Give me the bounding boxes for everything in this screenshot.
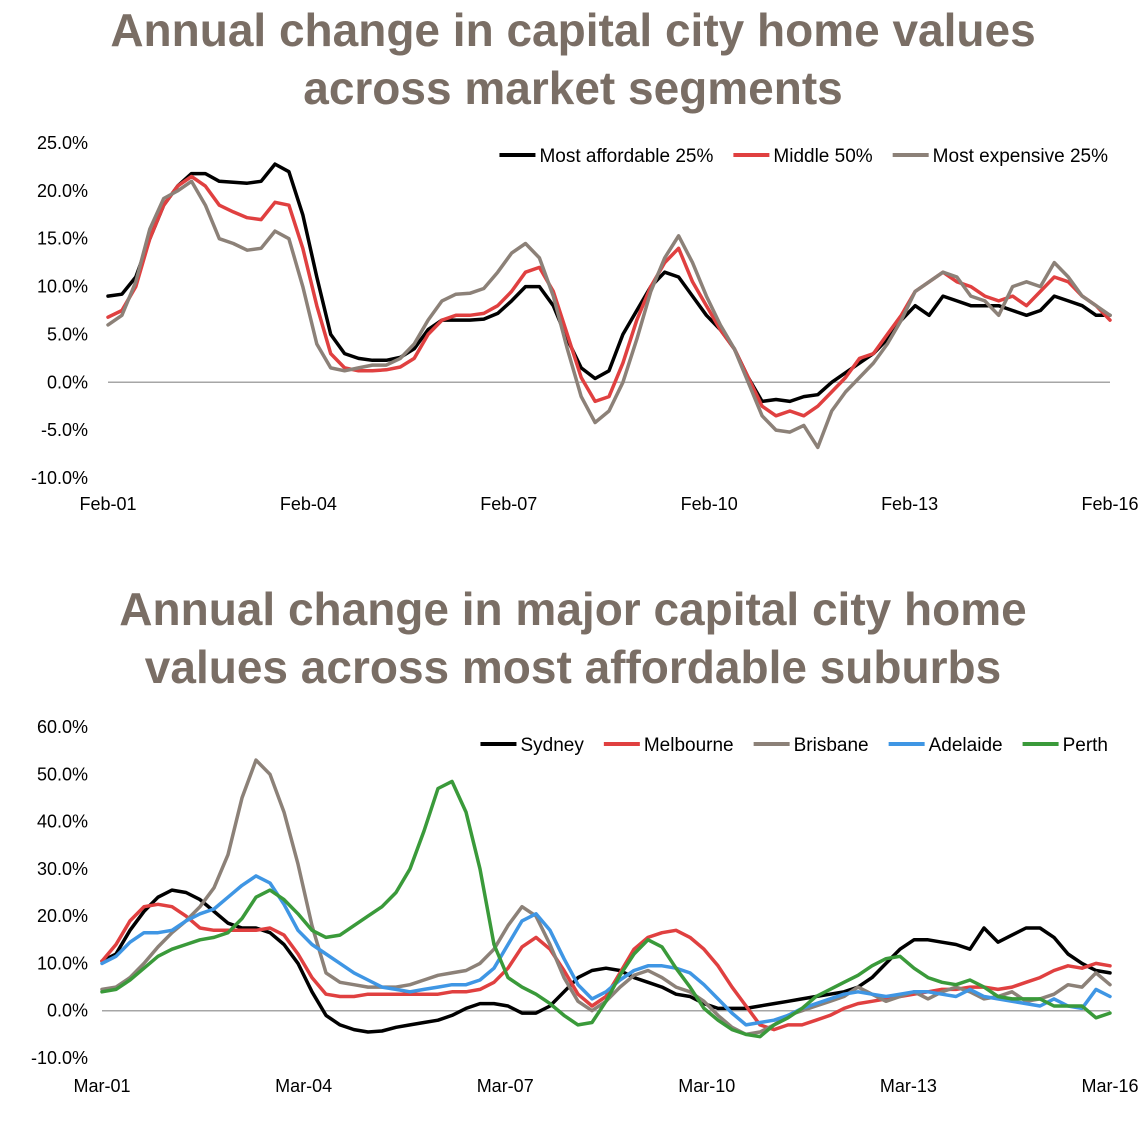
- y-tick-label: 50.0%: [37, 764, 88, 784]
- y-tick-label: -10.0%: [31, 1048, 88, 1068]
- legend-label-middle-50: Middle 50%: [773, 146, 872, 167]
- series-line-most-expensive-25: [106, 179, 1112, 450]
- series-line-most-affordable-25: [106, 162, 1112, 404]
- legend-label-adelaide: Adelaide: [929, 735, 1003, 756]
- legend-label-brisbane: Brisbane: [794, 735, 869, 756]
- y-tick-label: 20.0%: [37, 906, 88, 926]
- y-tick-label: -10.0%: [31, 468, 88, 488]
- legend: Most affordable 25% Middle 50% Most expens…: [499, 146, 1108, 167]
- y-tick-label: 30.0%: [37, 859, 88, 879]
- chart-title-market-segments: Annual change in capital city home value…: [0, 1, 1146, 117]
- series-line-middle-50: [106, 174, 1112, 418]
- y-tick-label: 0.0%: [47, 372, 88, 392]
- x-tick-label: Feb-16: [1081, 494, 1138, 514]
- x-tick-label: Feb-04: [280, 494, 337, 514]
- x-tick-label: Mar-10: [678, 1076, 735, 1096]
- y-tick-label: 5.0%: [47, 324, 88, 344]
- legend-label-most-expensive-25: Most expensive 25%: [933, 146, 1108, 167]
- chart-market-segments: 25.0% 20.0% 15.0% 10.0% 5.0% 0.0% -5.0% -10.0% F…: [0, 125, 1146, 525]
- x-tick-label: Mar-07: [477, 1076, 534, 1096]
- x-tick-label: Mar-16: [1081, 1076, 1138, 1096]
- chart-title-line-1: Annual change in capital city home value…: [110, 4, 1036, 56]
- chart-title-line-2: across market segments: [303, 62, 843, 114]
- x-tick-label: Mar-01: [73, 1076, 130, 1096]
- chart-svg-affordable-suburbs: 60.0% 50.0% 40.0% 30.0% 20.0% 10.0% 0.0% -10.0%…: [31, 717, 1139, 1096]
- y-tick-label: 10.0%: [37, 953, 88, 973]
- x-tick-label: Mar-13: [880, 1076, 937, 1096]
- y-tick-label: 60.0%: [37, 717, 88, 737]
- chart-svg-market-segments: 25.0% 20.0% 15.0% 10.0% 5.0% 0.0% -5.0% -10.0% F…: [31, 133, 1139, 514]
- chart-title-line-1: Annual change in major capital city home: [119, 583, 1027, 635]
- y-tick-label: 15.0%: [37, 229, 88, 249]
- x-tick-label: Feb-01: [79, 494, 136, 514]
- chart-title-line-2: values across most affordable suburbs: [144, 641, 1002, 693]
- y-tick-label: 25.0%: [37, 133, 88, 153]
- y-tick-label: 40.0%: [37, 812, 88, 832]
- series-line-perth: [100, 779, 1112, 1039]
- legend-label-most-affordable-25: Most affordable 25%: [539, 146, 713, 167]
- x-tick-label: Feb-07: [480, 494, 537, 514]
- y-tick-label: 0.0%: [47, 1001, 88, 1021]
- legend-label-melbourne: Melbourne: [644, 735, 734, 756]
- legend-label-perth: Perth: [1063, 735, 1108, 756]
- x-tick-label: Mar-04: [275, 1076, 332, 1096]
- series-line-sydney: [100, 888, 1112, 1034]
- legend: Sydney Melbourne Brisbane Adelaide Perth: [480, 735, 1108, 756]
- series-line-adelaide: [100, 874, 1112, 1027]
- x-tick-label: Feb-13: [881, 494, 938, 514]
- legend-label-sydney: Sydney: [520, 735, 584, 756]
- series-line-melbourne: [100, 902, 1112, 1032]
- x-tick-label: Feb-10: [681, 494, 738, 514]
- chart-affordable-suburbs: 60.0% 50.0% 40.0% 30.0% 20.0% 10.0% 0.0% -10.0%…: [0, 710, 1146, 1110]
- y-tick-label: 10.0%: [37, 277, 88, 297]
- chart-title-affordable-suburbs: Annual change in major capital city home…: [0, 580, 1146, 696]
- y-tick-label: -5.0%: [41, 420, 88, 440]
- y-tick-label: 20.0%: [37, 181, 88, 201]
